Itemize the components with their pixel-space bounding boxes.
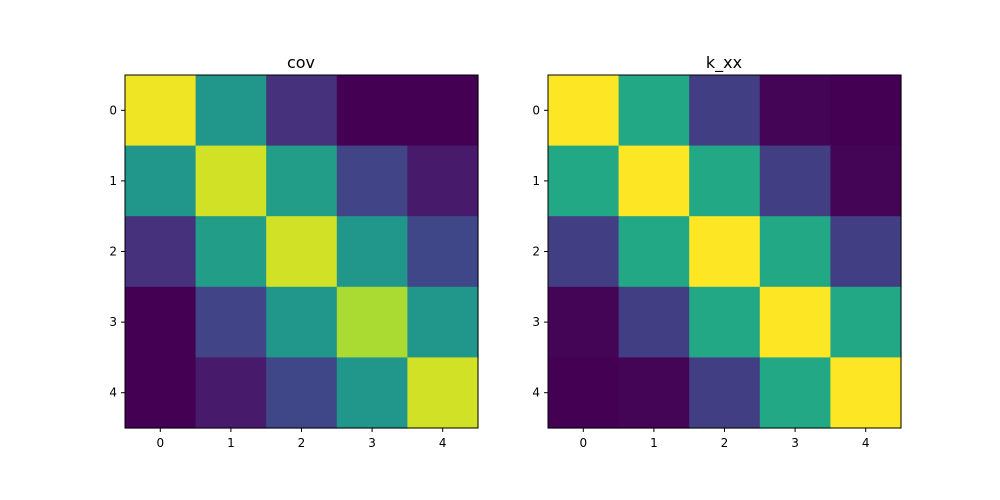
x-tick-label: 2 [721,436,729,450]
heatmap-panel-k-xx: k_xx 0 1 2 3 4 0 1 2 3 4 [532,53,902,450]
heatmap-cell-r0-c0 [548,75,620,147]
heatmap-cell-r4-c0 [548,357,620,429]
chart-title: cov [287,53,315,72]
y-tick-label: 3 [109,315,117,329]
heatmap-cell-r4-c2 [266,357,338,429]
x-tick-label: 0 [156,436,164,450]
heatmap-cells [125,75,479,429]
x-tick-label: 4 [439,436,447,450]
heatmap-cell-r2-c3 [759,216,831,288]
x-tick-label: 3 [368,436,376,450]
heatmap-cell-r0-c0 [125,75,197,147]
heatmap-cell-r3-c2 [266,286,338,358]
heatmap-cell-r2-c3 [336,216,408,288]
heatmap-cell-r0-c1 [618,75,690,147]
heatmap-cell-r3-c3 [759,286,831,358]
heatmap-cell-r1-c0 [548,145,620,217]
heatmap-cell-r3-c4 [830,286,902,358]
y-tick-label: 3 [532,315,540,329]
heatmap-cell-r1-c2 [689,145,761,217]
heatmap-cell-r2-c0 [548,216,620,288]
heatmap-cells [548,75,902,429]
heatmap-cell-r4-c4 [830,357,902,429]
heatmap-cell-r1-c2 [266,145,338,217]
heatmap-cell-r1-c4 [830,145,902,217]
heatmap-cell-r4-c1 [618,357,690,429]
y-tick-label: 1 [532,174,540,188]
heatmap-cell-r4-c2 [689,357,761,429]
heatmap-cell-r1-c0 [125,145,197,217]
heatmap-cell-r2-c2 [266,216,338,288]
y-tick-label: 4 [532,386,540,400]
x-tick-label: 1 [227,436,235,450]
heatmap-cell-r4-c3 [336,357,408,429]
heatmap-cell-r2-c1 [195,216,267,288]
y-tick-label: 2 [109,245,117,259]
heatmap-cell-r4-c4 [407,357,479,429]
heatmap-cell-r0-c3 [759,75,831,147]
heatmap-cell-r4-c1 [195,357,267,429]
heatmap-cell-r1-c3 [336,145,408,217]
heatmap-cell-r4-c0 [125,357,197,429]
y-axis: 0 1 2 3 4 [109,103,125,400]
heatmap-cell-r2-c1 [618,216,690,288]
heatmap-cell-r1-c1 [195,145,267,217]
heatmap-cell-r1-c3 [759,145,831,217]
x-tick-label: 4 [862,436,870,450]
x-axis: 0 1 2 3 4 [156,428,447,450]
heatmap-cell-r3-c0 [548,286,620,358]
heatmap-cell-r3-c0 [125,286,197,358]
heatmap-cell-r2-c4 [407,216,479,288]
heatmap-cell-r1-c1 [618,145,690,217]
heatmap-cell-r2-c0 [125,216,197,288]
heatmap-cell-r0-c2 [689,75,761,147]
heatmap-cell-r2-c2 [689,216,761,288]
y-tick-label: 0 [532,103,540,117]
heatmap-panel-cov: cov 0 1 2 3 4 0 1 2 3 4 [109,53,479,450]
y-tick-label: 4 [109,386,117,400]
heatmap-cell-r3-c2 [689,286,761,358]
heatmap-cell-r3-c4 [407,286,479,358]
heatmap-cell-r3-c1 [195,286,267,358]
x-tick-label: 0 [579,436,587,450]
x-tick-label: 1 [650,436,658,450]
x-tick-label: 3 [791,436,799,450]
heatmap-cell-r0-c1 [195,75,267,147]
y-tick-label: 0 [109,103,117,117]
heatmap-cell-r2-c4 [830,216,902,288]
heatmap-cell-r0-c4 [830,75,902,147]
x-tick-label: 2 [298,436,306,450]
chart-title: k_xx [706,53,742,73]
x-axis: 0 1 2 3 4 [579,428,870,450]
y-axis: 0 1 2 3 4 [532,103,548,400]
heatmap-cell-r4-c3 [759,357,831,429]
heatmap-cell-r0-c4 [407,75,479,147]
y-tick-label: 2 [532,245,540,259]
heatmap-cell-r0-c3 [336,75,408,147]
heatmap-cell-r3-c3 [336,286,408,358]
heatmap-cell-r3-c1 [618,286,690,358]
heatmap-cell-r1-c4 [407,145,479,217]
y-tick-label: 1 [109,174,117,188]
heatmap-cell-r0-c2 [266,75,338,147]
